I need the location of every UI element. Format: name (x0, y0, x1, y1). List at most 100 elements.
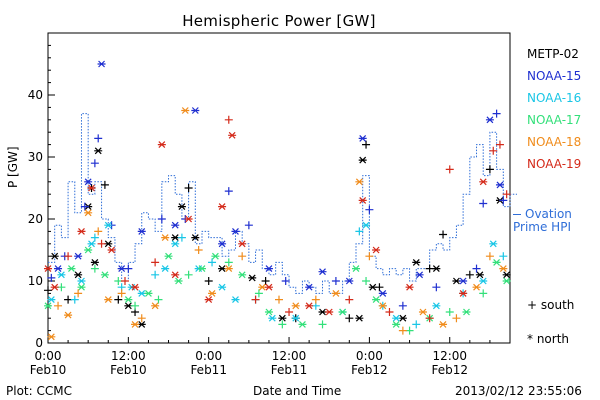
data-point-noaa-18 (311, 295, 320, 304)
data-point-noaa-16 (47, 296, 56, 304)
x-tick-label-date: Feb10 (30, 363, 67, 377)
data-point-noaa-19 (459, 289, 468, 297)
data-point-noaa-17 (198, 265, 206, 273)
x-tick-label-time: 12:00 (432, 349, 467, 363)
data-point-noaa-17 (405, 326, 414, 335)
data-point-noaa-18 (64, 311, 73, 319)
data-point-noaa-15 (479, 199, 488, 208)
data-point-noaa-17 (57, 283, 66, 292)
data-point-noaa-19 (87, 184, 96, 192)
data-point-noaa-15 (459, 277, 468, 285)
data-point-metp-02 (368, 283, 377, 291)
data-point-metp-02 (184, 184, 193, 192)
data-point-noaa-17 (44, 302, 52, 310)
data-point-noaa-15 (472, 264, 481, 273)
data-point-noaa-16 (479, 277, 488, 285)
data-point-noaa-17 (174, 277, 183, 285)
data-point-noaa-19 (405, 283, 414, 291)
data-point-noaa-16 (57, 271, 66, 279)
data-point-noaa-19 (305, 302, 314, 310)
data-point-noaa-16 (104, 221, 113, 229)
data-point-noaa-18 (74, 289, 83, 298)
data-point-noaa-17 (100, 271, 109, 279)
data-point-noaa-16 (231, 296, 240, 304)
data-point-noaa-18 (365, 252, 374, 261)
data-point-noaa-16 (90, 233, 99, 242)
ovation-label-line2: Prime HPI (513, 220, 571, 234)
data-point-noaa-18 (117, 289, 126, 298)
data-point-metp-02 (278, 314, 287, 322)
data-point-metp-02 (137, 320, 146, 328)
plot-credit: Plot: CCMC (6, 384, 72, 398)
data-point-metp-02 (439, 230, 448, 239)
data-point-noaa-18 (355, 178, 364, 186)
data-point-noaa-16 (137, 289, 146, 297)
data-point-noaa-18 (194, 246, 203, 254)
data-point-noaa-15 (218, 240, 227, 248)
data-point-noaa-19 (238, 240, 247, 248)
data-point-noaa-16 (392, 314, 401, 322)
data-point-noaa-15 (432, 283, 441, 292)
data-point-noaa-15 (124, 264, 133, 273)
data-point-metp-02 (104, 240, 113, 248)
data-point-noaa-15 (331, 277, 340, 285)
data-point-metp-02 (425, 264, 434, 273)
data-point-noaa-17 (254, 289, 263, 298)
data-point-metp-02 (248, 274, 257, 282)
data-point-metp-02 (261, 277, 270, 285)
data-point-noaa-16 (499, 252, 508, 261)
data-point-metp-02 (345, 314, 354, 323)
data-point-noaa-18 (161, 234, 170, 242)
data-point-noaa-15 (378, 289, 387, 297)
data-point-noaa-18 (54, 301, 63, 310)
data-point-noaa-18 (258, 283, 267, 291)
data-point-metp-02 (432, 265, 441, 273)
data-point-noaa-18 (94, 227, 103, 236)
data-point-noaa-18 (181, 107, 190, 114)
data-point-noaa-16 (268, 314, 277, 322)
data-point-noaa-18 (439, 320, 448, 328)
x-axis-label: Date and Time (253, 384, 342, 398)
data-point-noaa-15 (47, 273, 56, 282)
data-point-noaa-17 (224, 258, 233, 267)
data-point-noaa-16 (177, 233, 186, 242)
data-point-noaa-17 (264, 308, 273, 316)
data-point-noaa-17 (84, 246, 93, 254)
x-tick-label-date: Feb11 (271, 363, 308, 377)
x-tick-label-date: Feb12 (351, 363, 388, 377)
data-point-noaa-17 (445, 308, 454, 316)
data-point-noaa-15 (97, 60, 106, 68)
ovation-dash-icon (513, 214, 521, 215)
data-point-noaa-19 (151, 258, 160, 267)
x-tick-label-time: 0:00 (195, 349, 222, 363)
data-point-noaa-19 (385, 308, 394, 316)
data-point-noaa-18 (331, 289, 340, 297)
data-point-noaa-15 (415, 271, 424, 279)
y-tick-label: 0 (35, 336, 43, 350)
data-point-noaa-15 (305, 283, 314, 291)
data-point-noaa-18 (104, 296, 113, 304)
data-point-noaa-15 (171, 221, 180, 229)
data-point-noaa-19 (204, 296, 213, 304)
data-point-noaa-18 (47, 333, 56, 341)
data-point-metp-02 (177, 203, 186, 211)
data-point-noaa-17 (502, 277, 511, 285)
data-point-metp-02 (355, 314, 364, 322)
data-point-noaa-16 (432, 302, 441, 310)
data-point-noaa-15 (80, 202, 89, 211)
data-point-noaa-18 (472, 283, 481, 291)
data-point-metp-02 (362, 140, 371, 149)
data-point-noaa-15 (191, 107, 200, 114)
y-tick-label: 30 (28, 150, 43, 164)
data-point-noaa-15 (365, 205, 374, 214)
data-point-noaa-17 (362, 277, 371, 285)
data-point-noaa-16 (70, 295, 79, 304)
y-tick-label: 40 (28, 88, 43, 102)
data-point-noaa-18 (485, 252, 494, 261)
data-point-noaa-17 (492, 258, 501, 266)
plot-frame (47, 32, 511, 344)
data-point-metp-02 (318, 308, 327, 316)
legend-entry-metp-02: METP-02 (527, 47, 579, 61)
data-point-noaa-18 (398, 326, 407, 335)
data-point-noaa-17 (372, 296, 381, 304)
